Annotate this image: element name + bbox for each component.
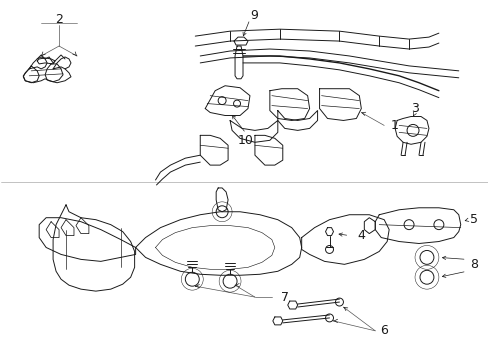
Text: 6: 6 (380, 324, 387, 337)
Text: 2: 2 (55, 13, 63, 26)
Text: 7: 7 (280, 291, 288, 303)
Text: 1: 1 (389, 119, 397, 132)
Text: 9: 9 (249, 9, 257, 22)
Text: 4: 4 (357, 229, 365, 242)
Text: 5: 5 (469, 213, 477, 226)
Text: 10: 10 (238, 134, 253, 147)
Text: 8: 8 (469, 258, 477, 271)
Text: 3: 3 (410, 102, 418, 115)
